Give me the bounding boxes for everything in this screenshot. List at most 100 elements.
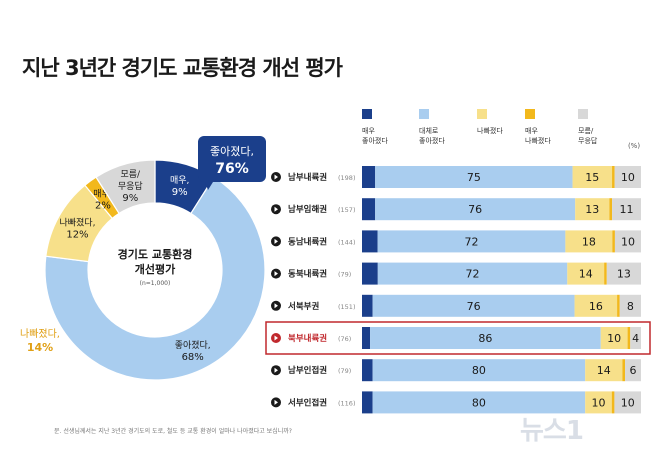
unit-label: (%): [628, 142, 640, 150]
bar-segment: [362, 391, 373, 414]
category-n: (79): [338, 271, 351, 279]
bar-segment: [612, 166, 615, 188]
bar-segment: [612, 230, 615, 253]
bar-segment: [617, 294, 620, 317]
callout-good-value: 76%: [215, 161, 249, 177]
bar-value-label: 80: [472, 364, 486, 377]
bar-segment: [565, 230, 613, 253]
bar-segment: [630, 327, 641, 349]
row-bullet-arrow: [274, 174, 278, 180]
donut-slice: [95, 159, 156, 215]
legend-label: 나빠졌다: [525, 136, 551, 145]
category-label: 서부인접권: [288, 397, 327, 408]
bar-value-label: 14: [597, 364, 611, 377]
bar-value-label: 10: [591, 396, 605, 409]
category-label: 동북내륙권: [288, 269, 327, 280]
category-label: 동남내륙권: [288, 236, 327, 247]
legend-label: 매우: [525, 127, 538, 135]
category-label: 북부내륙권: [288, 333, 327, 344]
bar-segment: [362, 198, 376, 221]
bar-value-label: 14: [579, 268, 593, 281]
category-n: (198): [338, 174, 355, 182]
legend-label: 좋아졌다: [419, 136, 445, 145]
donut-slice-label: 9%: [172, 187, 188, 198]
category-n: (76): [338, 335, 351, 343]
bar-segment: [377, 262, 568, 285]
bar-segment: [614, 391, 641, 414]
bar-segment: [362, 262, 378, 285]
bar-value-label: 4: [632, 332, 639, 345]
row-bullet-arrow: [274, 271, 278, 277]
bar-segment: [372, 294, 575, 317]
category-label: 서북부권: [288, 301, 319, 312]
legend-label: 무응답: [578, 136, 598, 145]
bar-segment: [372, 359, 586, 382]
callout-good-pointer: [205, 182, 213, 190]
bar-segment: [627, 327, 631, 349]
bar-segment: [600, 327, 628, 349]
donut-slice-label: 나빠졌다,: [59, 216, 95, 228]
category-n: (151): [338, 303, 355, 311]
callout-bad-label: 나빠졌다,: [20, 327, 60, 340]
bar-segment: [609, 198, 613, 221]
bar-value-label: 10: [607, 332, 621, 345]
donut-slice-label: 좋아졌다,: [175, 339, 211, 351]
bar-segment: [585, 359, 623, 382]
bar-segment: [606, 262, 641, 285]
bar-segment: [567, 262, 605, 285]
row-bullet-arrow: [274, 206, 278, 212]
legend-swatch: [362, 109, 372, 119]
bar-value-label: 15: [585, 171, 599, 184]
bar-segment: [370, 327, 601, 349]
legend-swatch: [419, 109, 429, 119]
bar-segment: [614, 166, 641, 188]
bar-segment: [362, 230, 378, 253]
footnote: 문. 선생님께서는 지난 3년간 경기도의 도로, 철도 등 교통 환경이 얼마…: [54, 428, 292, 435]
row-bullet-arrow: [274, 238, 278, 244]
donut-center-title: 개선평가: [135, 262, 175, 276]
category-n: (144): [338, 238, 355, 246]
chart-title: 지난 3년간 경기도 교통환경 개선 평가: [22, 56, 343, 80]
category-label: 남부임해권: [288, 204, 327, 215]
callout-bad-value: 14%: [27, 341, 53, 354]
bar-value-label: 72: [466, 268, 480, 281]
bar-segment: [625, 359, 641, 382]
legend-swatch: [578, 109, 588, 119]
bar-segment: [611, 391, 615, 414]
callout-good-box: [198, 136, 266, 182]
donut-hole: [89, 204, 221, 336]
bar-segment: [372, 391, 586, 414]
bar-segment: [575, 198, 610, 221]
row-bullet-arrow: [274, 399, 278, 405]
bar-value-label: 10: [621, 235, 635, 248]
bar-value-label: 86: [478, 332, 492, 345]
bar-segment: [572, 166, 613, 188]
bar-value-label: 6: [630, 364, 637, 377]
row-bullet-arrow: [274, 367, 278, 373]
donut-slice-label: 68%: [182, 352, 204, 363]
donut-slice-label: 모름/: [121, 169, 142, 180]
bar-segment: [619, 294, 641, 317]
bar-value-label: 8: [627, 300, 634, 313]
legend-swatch: [477, 109, 487, 119]
legend-swatch: [525, 109, 535, 119]
donut-slice-label: 매우,: [93, 188, 112, 199]
bar-segment: [612, 198, 641, 221]
bar-segment: [574, 294, 618, 317]
donut-slice-label: 매우,: [170, 175, 189, 186]
bar-segment: [362, 327, 371, 349]
category-n: (79): [338, 367, 351, 375]
bar-value-label: 72: [465, 235, 479, 248]
donut-slice-label: 9%: [122, 193, 138, 204]
category-label: 남부내륙권: [288, 172, 327, 183]
bar-value-label: 16: [589, 300, 603, 313]
bar-segment: [585, 391, 612, 414]
bar-value-label: 80: [472, 396, 486, 409]
category-n: (157): [338, 206, 355, 214]
news1-watermark: 뉴스1: [520, 416, 584, 446]
bar-segment: [377, 230, 566, 253]
bar-value-label: 76: [468, 203, 482, 216]
donut-slice-label: 무응답: [118, 180, 143, 192]
bar-segment: [375, 198, 576, 221]
highlight-box: [265, 321, 651, 355]
